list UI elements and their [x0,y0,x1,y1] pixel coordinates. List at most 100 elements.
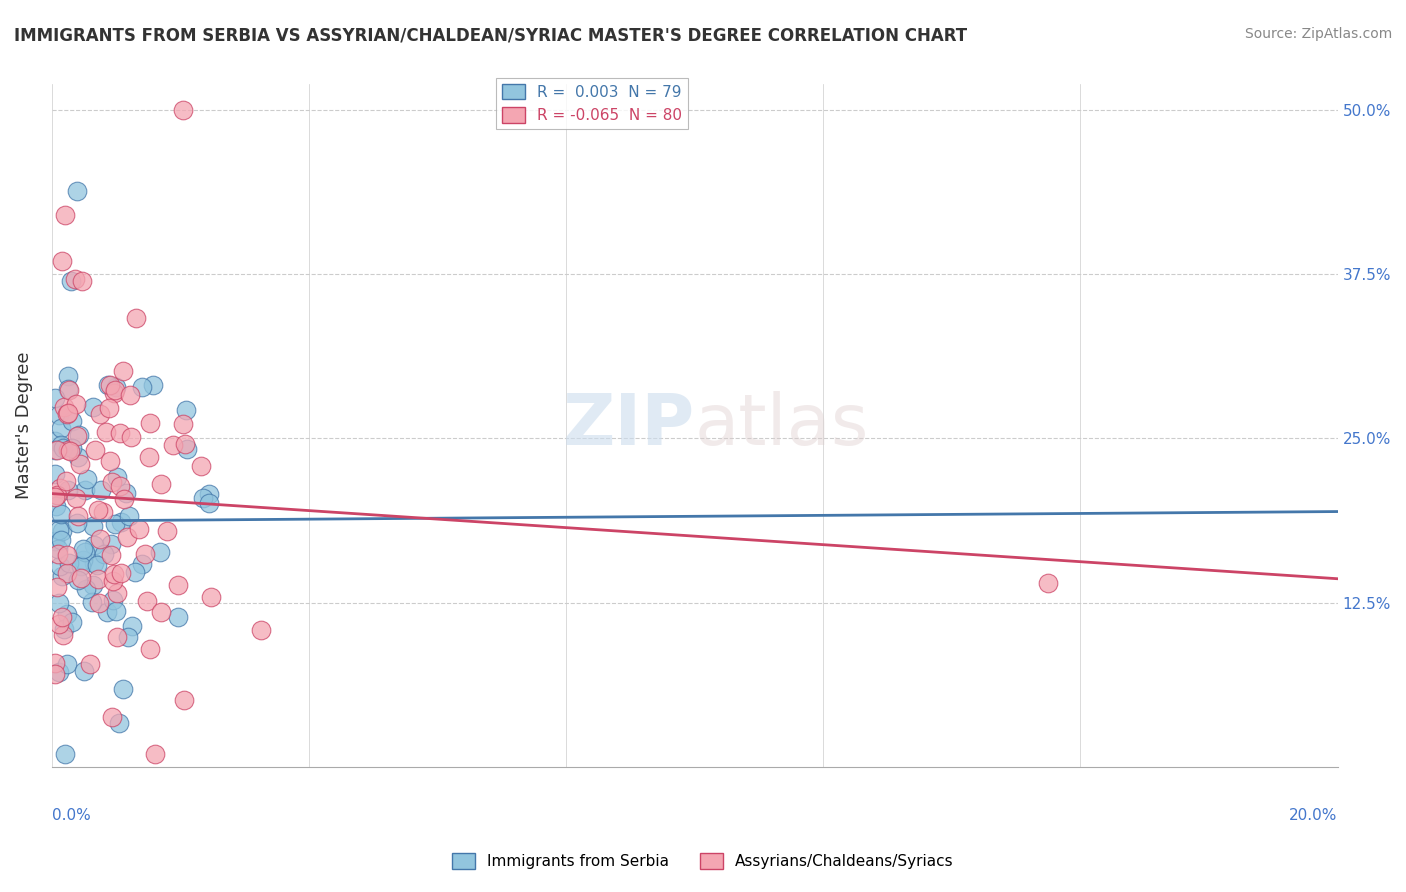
Point [105,469,128,483]
Point [112,681,135,696]
Point [82,594,104,608]
Point [87,572,110,586]
Text: 0.0%: 0.0% [52,808,90,823]
Point [51,610,73,624]
Legend: R =  0.003  N = 79, R = -0.065  N = 80: R = 0.003 N = 79, R = -0.065 N = 80 [496,78,688,129]
Point [48,409,70,423]
Point [104,380,127,394]
Point [67,574,90,588]
Text: IMMIGRANTS FROM SERBIA VS ASSYRIAN/CHALDEAN/SYRIAC MASTER'S DEGREE CORRELATION C: IMMIGRANTS FROM SERBIA VS ASSYRIAN/CHALD… [14,27,967,45]
Point [174,437,197,451]
Point [52,441,75,455]
Point [67,427,90,442]
Point [56,566,79,580]
Point [87,503,110,517]
Point [53,747,76,761]
Text: Source: ZipAtlas.com: Source: ZipAtlas.com [1244,27,1392,41]
Point [108,425,131,440]
Point [1038,575,1060,590]
Point [51,253,73,268]
Point [86,558,108,573]
Point [55,407,77,421]
Point [142,378,165,392]
Point [104,383,127,397]
Point [44,443,66,458]
Point [60,615,83,629]
Point [67,509,90,524]
Point [156,524,179,538]
Point [48,596,70,610]
Point [128,522,150,536]
Point [104,517,127,532]
Point [118,509,141,524]
Point [172,417,194,432]
Point [49,481,72,495]
Point [105,630,128,644]
Point [97,378,120,392]
Point [48,665,70,680]
Point [131,379,153,393]
Point [55,475,77,489]
Point [56,382,79,396]
Point [56,548,79,562]
Point [198,495,221,509]
Point [52,400,75,414]
Point [46,541,69,556]
Point [75,582,97,596]
Point [49,533,72,547]
Point [45,488,67,502]
Point [110,515,132,529]
Point [65,397,87,411]
Point [70,274,93,288]
Point [58,383,80,397]
Point [105,603,128,617]
Point [65,491,87,505]
Point [83,538,105,552]
Point [143,747,166,761]
Point [100,475,122,489]
Point [58,556,80,570]
Point [89,408,111,422]
Point [65,428,87,442]
Point [174,402,197,417]
Point [112,492,135,507]
Y-axis label: Master's Degree: Master's Degree [15,351,32,499]
Point [101,710,124,724]
Point [190,459,212,474]
Point [56,442,79,457]
Point [60,274,83,288]
Point [83,556,105,570]
Point [173,693,195,707]
Point [150,477,173,491]
Point [198,487,221,501]
Point [46,580,69,594]
Point [200,590,222,604]
Point [108,479,131,493]
Point [124,566,146,580]
Point [51,524,73,539]
Legend: Immigrants from Serbia, Assyrians/Chaldeans/Syriacs: Immigrants from Serbia, Assyrians/Chalde… [446,847,960,875]
Point [56,657,79,671]
Point [172,103,194,117]
Point [193,491,215,506]
Point [103,386,125,401]
Point [49,558,72,573]
Point [149,545,172,559]
Point [44,434,66,449]
Point [120,430,142,444]
Point [49,438,72,452]
Point [49,421,72,435]
Point [117,630,139,644]
Point [76,472,98,486]
Point [108,716,131,731]
Point [87,596,110,610]
Point [44,467,66,482]
Point [56,406,79,420]
Point [105,586,128,600]
Point [72,553,94,567]
Point [44,490,66,504]
Point [66,450,89,465]
Point [66,516,89,531]
Point [44,657,66,671]
Point [82,401,104,415]
